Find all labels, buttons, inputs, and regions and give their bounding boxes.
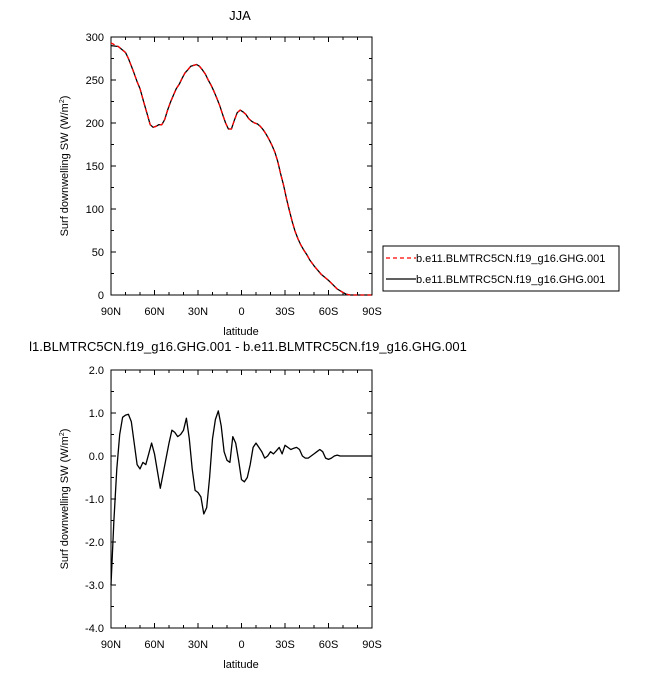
bot-x-tick-label: 30S: [275, 639, 295, 651]
top-y-tick-label: 0: [98, 290, 104, 302]
bot-x-tick-label: 90N: [101, 639, 121, 651]
top-x-tick-label: 90S: [362, 306, 382, 318]
bot-y-tick-label: 0.0: [89, 451, 104, 463]
top-y-tick-label: 250: [86, 75, 104, 87]
top-chart-title: JJA: [229, 8, 251, 23]
top-y-axis-label-text: Surf downwelling SW (W/m: [59, 103, 71, 236]
bot-series-line-1: [110, 410, 372, 586]
bottom-y-axis-label-sup: 2: [59, 432, 66, 436]
bottom-y-axis-label: Surf downwelling SW (W/m2): [59, 429, 71, 570]
bottom-y-axis-label-close: ): [59, 429, 71, 433]
top-x-tick-label: 30S: [275, 306, 295, 318]
top-x-tick-label: 0: [238, 306, 244, 318]
top-y-tick-label: 150: [86, 161, 104, 173]
top-y-tick-label: 100: [86, 204, 104, 216]
bot-y-tick-label: 2.0: [89, 365, 104, 377]
legend-entry-1: b.e11.BLMTRC5CN.f19_g16.GHG.001: [416, 253, 605, 265]
top-x-tick-label: 90N: [101, 306, 121, 318]
bot-x-tick-label: 60N: [144, 639, 164, 651]
top-x-tick-label: 30N: [188, 306, 208, 318]
bot-y-tick-label: -3.0: [85, 580, 104, 592]
bot-x-tick-label: 90S: [362, 639, 382, 651]
legend-box: [382, 245, 620, 292]
bot-x-tick-label: 0: [238, 639, 244, 651]
bottom-series-group: [110, 410, 372, 586]
top-y-tick-label: 200: [86, 118, 104, 130]
bottom-chart-title: l1.BLMTRC5CN.f19_g16.GHG.001 - b.e11.BLM…: [29, 339, 467, 354]
top-y-tick-label: 50: [92, 247, 104, 259]
top-y-axis-label: Surf downwelling SW (W/m2): [59, 96, 71, 237]
bot-x-tick-label: 60S: [319, 639, 339, 651]
bot-y-tick-label: -2.0: [85, 537, 104, 549]
top-series-line-1: [110, 42, 372, 296]
bottom-panel: l1.BLMTRC5CN.f19_g16.GHG.001 - b.e11.BLM…: [29, 339, 467, 671]
bot-y-tick-label: -4.0: [85, 623, 104, 635]
top-x-tick-label: 60S: [319, 306, 339, 318]
top-y-axis-label-close: ): [59, 96, 71, 100]
legend: b.e11.BLMTRC5CN.f19_g16.GHG.001 b.e11.BL…: [382, 245, 620, 292]
bot-y-tick-label: -1.0: [85, 494, 104, 506]
top-y-axis: 0 50 100 150 200 250 300: [86, 32, 372, 302]
bottom-y-axis-label-text: Surf downwelling SW (W/m: [59, 436, 71, 569]
top-y-axis-label-sup: 2: [59, 99, 66, 103]
top-x-axis: 90N 60N 30N 0 30S 60S 90S: [101, 37, 382, 318]
bottom-x-axis-label: latitude: [223, 659, 258, 671]
top-x-tick-label: 60N: [144, 306, 164, 318]
top-x-axis-label: latitude: [223, 326, 258, 338]
top-series-group: [110, 42, 372, 296]
legend-entry-2: b.e11.BLMTRC5CN.f19_g16.GHG.001: [416, 274, 605, 286]
bottom-x-axis: 90N 60N 30N 0 30S 60S 90S: [101, 370, 382, 651]
top-y-tick-label: 300: [86, 32, 104, 44]
bot-y-tick-label: 1.0: [89, 408, 104, 420]
bottom-y-axis: -4.0 -3.0 -2.0 -1.0 0.0 1.0 2.0: [85, 365, 372, 635]
bottom-plot-frame: [110, 369, 373, 629]
bot-x-tick-label: 30N: [188, 639, 208, 651]
top-series-line-2: [110, 44, 372, 296]
top-plot-frame: [110, 36, 373, 296]
